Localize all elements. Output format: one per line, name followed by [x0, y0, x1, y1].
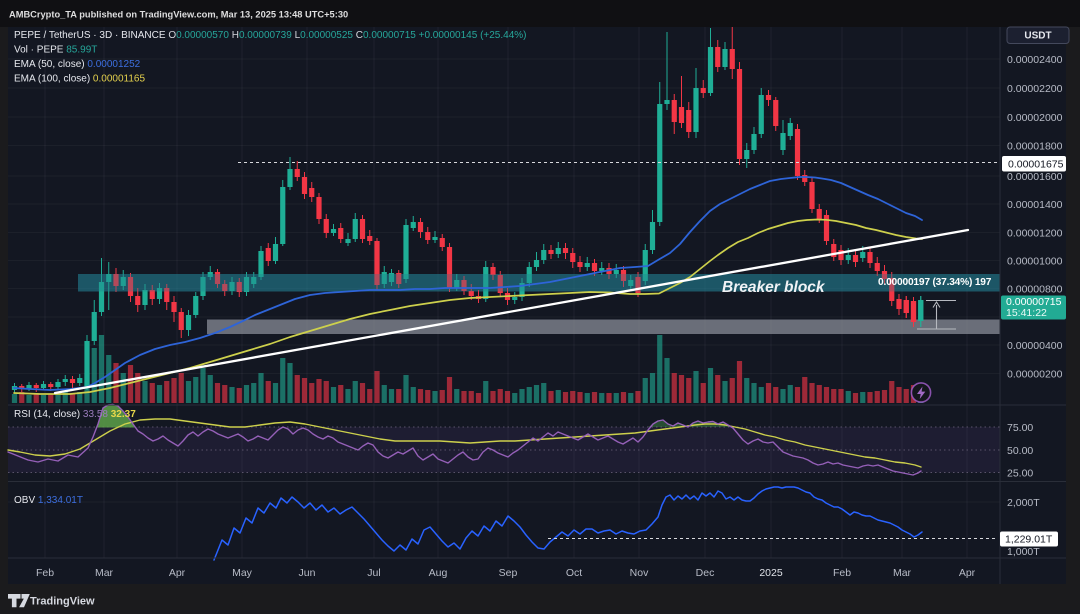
svg-text:0.00001800: 0.00001800 [1007, 141, 1063, 153]
svg-text:1,229.01T: 1,229.01T [1005, 534, 1053, 546]
svg-text:2,000T: 2,000T [1007, 497, 1040, 509]
svg-text:0.00001400: 0.00001400 [1007, 199, 1063, 211]
svg-text:Feb: Feb [36, 567, 54, 579]
svg-text:Apr: Apr [169, 567, 186, 579]
svg-text:0.00001000: 0.00001000 [1007, 256, 1063, 268]
svg-text:Mar: Mar [95, 567, 114, 579]
svg-text:0.00001600: 0.00001600 [1007, 171, 1063, 183]
svg-text:TradingView: TradingView [30, 596, 95, 608]
svg-text:0.00001200: 0.00001200 [1007, 228, 1063, 240]
svg-text:Aug: Aug [429, 567, 448, 579]
svg-text:50.00: 50.00 [1007, 445, 1033, 457]
svg-text:0.00001675: 0.00001675 [1008, 159, 1064, 171]
svg-text:Mar: Mar [893, 567, 912, 579]
svg-text:Dec: Dec [696, 567, 715, 579]
svg-text:Sep: Sep [499, 567, 518, 579]
svg-text:0.00000400: 0.00000400 [1007, 340, 1063, 352]
svg-text:0.00002400: 0.00002400 [1007, 54, 1063, 66]
svg-text:0.00000200: 0.00000200 [1007, 369, 1063, 381]
svg-text:Feb: Feb [833, 567, 851, 579]
svg-text:RSI (14, close) 33.58 32.37: RSI (14, close) 33.58 32.37 [14, 409, 136, 420]
svg-text:75.00: 75.00 [1007, 422, 1033, 434]
svg-text:15:41:22: 15:41:22 [1006, 307, 1047, 319]
svg-text:Jul: Jul [367, 567, 380, 579]
svg-text:Apr: Apr [959, 567, 976, 579]
svg-text:Jun: Jun [299, 567, 316, 579]
svg-text:AMBCrypto_TA published on Trad: AMBCrypto_TA published on TradingView.co… [9, 10, 348, 20]
svg-text:EMA (50, close) 0.00001252: EMA (50, close) 0.00001252 [14, 59, 141, 70]
svg-text:Vol · PEPE 85.99T: Vol · PEPE 85.99T [14, 45, 97, 56]
svg-text:0.00002000: 0.00002000 [1007, 112, 1063, 124]
svg-text:May: May [232, 567, 253, 579]
svg-text:25.00: 25.00 [1007, 468, 1033, 480]
svg-text:Nov: Nov [630, 567, 649, 579]
svg-text:USDT: USDT [1024, 31, 1051, 42]
svg-text:2025: 2025 [759, 567, 783, 579]
svg-text:0.00000197 (37.34%) 197: 0.00000197 (37.34%) 197 [878, 277, 992, 288]
svg-text:0.00002200: 0.00002200 [1007, 83, 1063, 95]
svg-text:0.00000715: 0.00000715 [1006, 296, 1062, 308]
svg-text:0.00000800: 0.00000800 [1007, 284, 1063, 296]
svg-text:EMA (100, close) 0.00001165: EMA (100, close) 0.00001165 [14, 74, 145, 85]
svg-text:OBV 1,334.01T: OBV 1,334.01T [14, 495, 83, 506]
svg-text:Oct: Oct [566, 567, 582, 579]
svg-text:1,000T: 1,000T [1007, 546, 1040, 558]
svg-text:Breaker block: Breaker block [722, 279, 826, 296]
svg-text:PEPE / TetherUS · 3D · BINANCE: PEPE / TetherUS · 3D · BINANCE O0.000005… [14, 30, 527, 41]
